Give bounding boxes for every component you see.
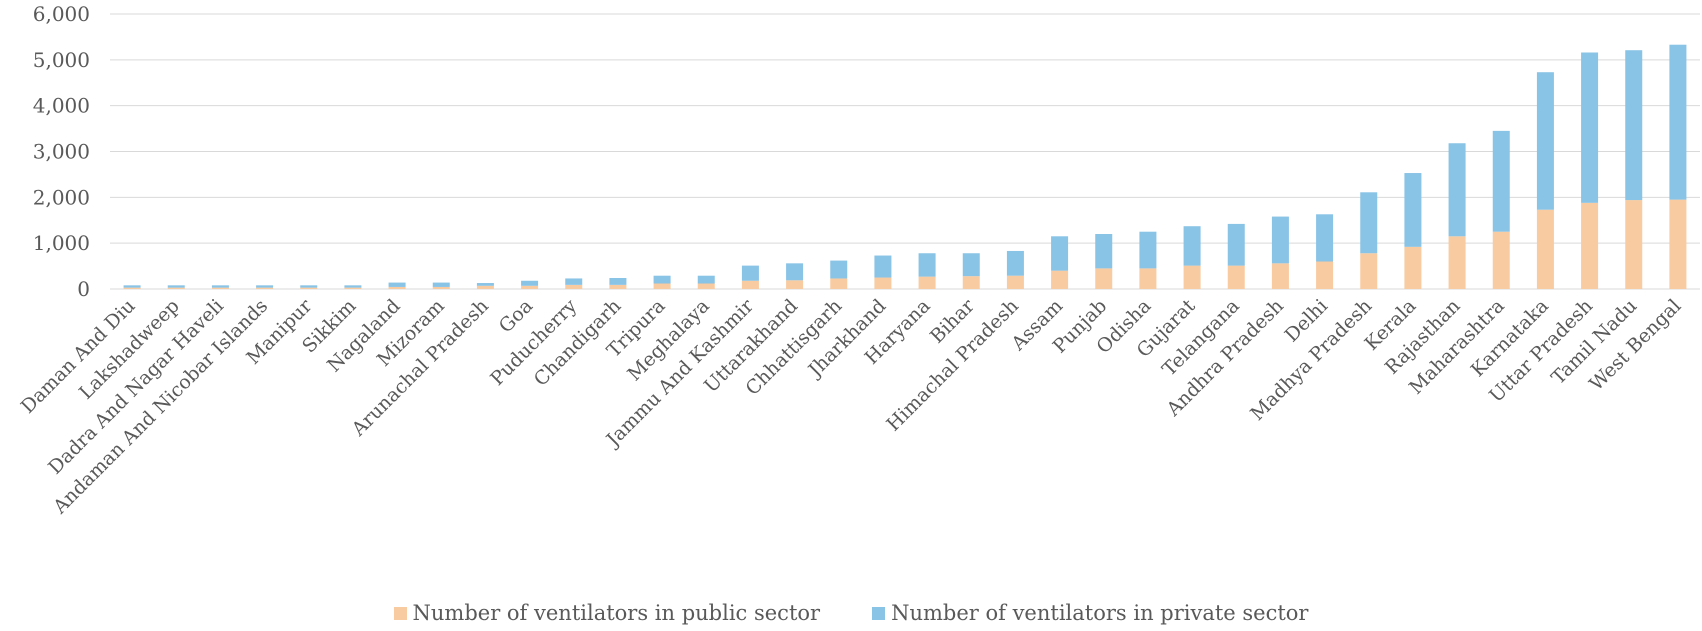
bar-private-uttar-pradesh[interactable] [1581,52,1599,203]
bar-public-jammu-and-kashmir[interactable] [741,280,759,289]
legend-swatch-public [393,606,407,620]
bar-public-puducherry[interactable] [565,284,583,289]
bar-public-karnataka[interactable] [1536,209,1554,289]
bar-public-jharkhand[interactable] [874,277,892,289]
bar-private-maharashtra[interactable] [1492,130,1510,232]
bar-public-himachal-pradesh[interactable] [1006,275,1024,289]
bar-private-jharkhand[interactable] [874,255,892,278]
legend-item-private[interactable]: Number of ventilators in private sector [872,601,1308,625]
legend-label-public: Number of ventilators in public sector [412,601,821,625]
y-tick-label: 2,000 [33,185,90,209]
bar-private-chhattisgarh[interactable] [830,260,848,279]
bar-public-goa[interactable] [521,285,539,289]
bar-private-arunachal-pradesh[interactable] [476,283,494,286]
legend-swatch-private [872,606,886,620]
y-tick-label: 4,000 [33,94,90,118]
bar-public-odisha[interactable] [1139,268,1157,289]
bar-private-lakshadweep[interactable] [167,285,185,288]
bar-private-himachal-pradesh[interactable] [1006,250,1024,276]
bars [123,44,1687,290]
bar-private-sikkim[interactable] [344,285,362,288]
bar-public-uttar-pradesh[interactable] [1581,202,1599,289]
bar-public-andhra-pradesh[interactable] [1271,263,1289,289]
bar-public-andaman-and-nicobar-islands[interactable] [256,287,274,289]
bar-private-west-bengal[interactable] [1669,44,1687,200]
bar-public-delhi[interactable] [1316,261,1334,290]
bar-private-telangana[interactable] [1227,223,1245,266]
bar-private-daman-and-diu[interactable] [123,285,141,288]
y-tick-label: 1,000 [33,231,90,255]
grid-lines [110,13,1700,290]
bar-public-kerala[interactable] [1404,246,1422,289]
bar-private-jammu-and-kashmir[interactable] [741,265,759,281]
bar-public-rajasthan[interactable] [1448,236,1466,289]
bar-public-gujarat[interactable] [1183,265,1201,289]
bar-public-sikkim[interactable] [344,287,362,289]
bar-private-chandigarh[interactable] [609,278,627,285]
legend: Number of ventilators in public sector N… [0,600,1702,626]
y-axis-tick-labels: 0 1,000 2,000 3,000 4,000 5,000 6,000 [33,2,90,301]
x-tick-label: Dadra And Nagar Haveli [44,295,228,479]
bar-private-assam[interactable] [1051,236,1069,271]
bar-private-mizoram[interactable] [432,282,450,287]
bar-private-rajasthan[interactable] [1448,143,1466,237]
bar-private-uttarakhand[interactable] [786,263,804,281]
bar-public-tamil-nadu[interactable] [1625,200,1643,289]
y-tick-label: 0 [77,277,90,301]
bar-public-bihar[interactable] [962,276,980,289]
bar-public-mizoram[interactable] [432,286,450,289]
stacked-bar-chart: 0 1,000 2,000 3,000 4,000 5,000 6,000 Daman An… [17,2,1700,519]
bar-private-manipur[interactable] [300,285,318,288]
bar-public-chhattisgarh[interactable] [830,278,848,289]
bar-public-dadra-and-nagar-haveli[interactable] [211,287,229,289]
y-tick-label: 5,000 [33,48,90,72]
bar-private-dadra-and-nagar-haveli[interactable] [211,285,229,288]
bar-public-arunachal-pradesh[interactable] [476,285,494,289]
legend-label-private: Number of ventilators in private sector [891,601,1309,625]
bar-private-bihar[interactable] [962,253,980,277]
bar-public-madhya-pradesh[interactable] [1360,253,1378,289]
bar-public-maharashtra[interactable] [1492,231,1510,289]
bar-public-daman-and-diu[interactable] [123,287,141,289]
bar-private-puducherry[interactable] [565,278,583,285]
bar-public-tripura[interactable] [653,283,671,290]
bar-private-goa[interactable] [521,280,539,286]
bar-private-kerala[interactable] [1404,173,1422,247]
bar-public-chandigarh[interactable] [609,284,627,289]
bar-private-meghalaya[interactable] [697,275,715,284]
bar-private-andaman-and-nicobar-islands[interactable] [256,285,274,288]
bar-private-gujarat[interactable] [1183,226,1201,266]
bar-public-west-bengal[interactable] [1669,199,1687,289]
bar-private-nagaland[interactable] [388,282,406,287]
bar-public-lakshadweep[interactable] [167,287,185,289]
bar-public-telangana[interactable] [1227,265,1245,289]
legend-item-public[interactable]: Number of ventilators in public sector [393,601,821,625]
bar-private-karnataka[interactable] [1536,72,1554,210]
bar-private-madhya-pradesh[interactable] [1360,192,1378,254]
bar-public-uttarakhand[interactable] [786,280,804,289]
y-tick-label: 6,000 [33,2,90,26]
bar-public-assam[interactable] [1051,270,1069,289]
bar-public-meghalaya[interactable] [697,283,715,290]
bar-private-punjab[interactable] [1095,234,1113,269]
bar-private-andhra-pradesh[interactable] [1271,216,1289,264]
y-tick-label: 3,000 [33,140,90,164]
bar-private-delhi[interactable] [1316,214,1334,262]
bar-private-tripura[interactable] [653,275,671,284]
bar-public-haryana[interactable] [918,276,936,289]
bar-private-odisha[interactable] [1139,231,1157,269]
bar-public-nagaland[interactable] [388,286,406,289]
bar-private-tamil-nadu[interactable] [1625,50,1643,201]
bar-private-haryana[interactable] [918,253,936,277]
bar-public-manipur[interactable] [300,287,318,289]
bar-public-punjab[interactable] [1095,268,1113,289]
